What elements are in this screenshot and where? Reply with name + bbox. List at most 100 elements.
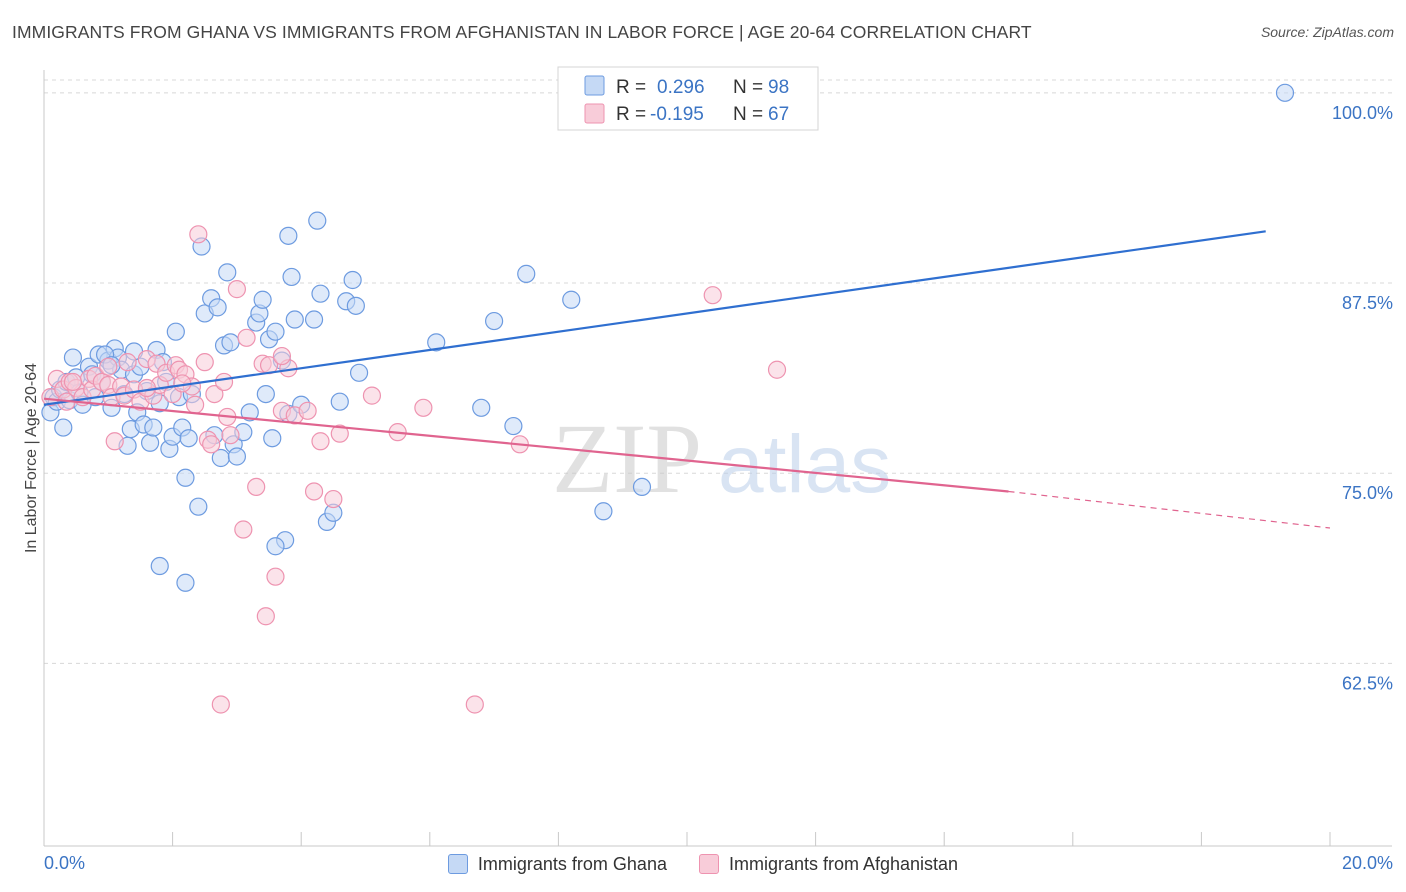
ghana-point xyxy=(279,226,298,245)
legend-label-ghana: Immigrants from Ghana xyxy=(477,853,667,874)
ghana-point xyxy=(266,322,285,341)
afghanistan-point xyxy=(256,607,275,626)
legend: Immigrants from Ghana Immigrants from Af… xyxy=(0,848,1406,880)
afghanistan-point xyxy=(414,398,433,417)
ghana-point xyxy=(63,348,83,367)
ghana-point xyxy=(285,310,304,329)
ghana-point xyxy=(218,263,237,282)
trend-lines xyxy=(43,230,1331,529)
afghanistan-point xyxy=(324,489,343,509)
ghana-point xyxy=(562,290,581,309)
legend-item-afghanistan: Immigrants from Afghanistan xyxy=(698,853,959,875)
stats-ghana-n-label: N = xyxy=(733,77,763,98)
ghana-point xyxy=(227,447,246,466)
ghana-point xyxy=(256,384,275,404)
chart-title: IMMIGRANTS FROM GHANA VS IMMIGRANTS FROM… xyxy=(12,22,1032,42)
stats-afghanistan-n-value: 67 xyxy=(768,104,789,125)
x-tick-label-min: 0.0% xyxy=(44,853,85,873)
stats-ghana-r-value: 0.296 xyxy=(657,77,705,98)
source-credit: Source: ZipAtlas.com xyxy=(1260,24,1394,40)
stats-ghana-n-value: 98 xyxy=(768,77,789,98)
y-tick-label: 62.5% xyxy=(1342,673,1393,693)
watermark-zip: ZIP xyxy=(552,403,702,514)
ghana-point xyxy=(346,296,365,315)
ghana-point xyxy=(221,333,240,352)
afghanistan-point xyxy=(105,432,124,451)
ghana-point xyxy=(144,418,163,437)
afghanistan-point xyxy=(272,346,292,366)
stats-ghana-r-label: R = xyxy=(616,77,646,98)
ghana-point xyxy=(343,270,362,290)
afghanistan-point xyxy=(298,401,317,420)
afghanistan-point xyxy=(205,384,224,404)
afghanistan-point xyxy=(237,328,256,347)
ghana-point xyxy=(54,418,73,437)
ghana-point xyxy=(485,311,504,331)
ghana-point xyxy=(266,537,285,556)
ghana-point xyxy=(263,429,282,448)
afghanistan-point xyxy=(99,357,118,376)
y-tick-label: 100.0% xyxy=(1332,103,1393,123)
afghanistan-point xyxy=(234,520,253,539)
ghana-point xyxy=(308,211,327,230)
ghana-point xyxy=(253,290,272,309)
afghanistan-point xyxy=(330,424,349,443)
legend-swatch-ghana xyxy=(447,854,468,874)
ghana-point xyxy=(504,416,523,436)
ghana-point xyxy=(594,502,613,521)
afghanistan-point xyxy=(186,395,205,414)
afghanistan-point xyxy=(266,567,285,586)
ghana-point xyxy=(304,310,324,329)
afghanistan-point xyxy=(247,477,266,497)
afghanistan-point xyxy=(465,695,484,714)
afghanistan-point xyxy=(195,353,214,372)
x-tick-label-max: 20.0% xyxy=(1342,853,1393,873)
ghana-point xyxy=(240,403,259,422)
afghanistan-trend-line xyxy=(43,397,1009,493)
ghana-point xyxy=(166,322,185,341)
ghana-point xyxy=(517,264,536,283)
legend-swatch-afghanistan xyxy=(698,854,719,874)
ghana-point xyxy=(150,556,169,576)
ghana-point xyxy=(1275,83,1295,102)
ghana-point xyxy=(208,298,227,317)
afghanistan-point xyxy=(211,695,230,714)
stats-afghanistan-r-label: R = xyxy=(616,104,646,125)
y-tick-label: 75.0% xyxy=(1342,483,1393,503)
afghanistan-point xyxy=(214,372,234,392)
ghana-point xyxy=(330,392,349,411)
stats-afghanistan-n-label: N = xyxy=(733,104,763,125)
x-axis-ticks xyxy=(43,832,1331,846)
afghanistan-point xyxy=(202,435,221,454)
ghana-point xyxy=(176,573,195,592)
afghanistan-points xyxy=(41,225,787,714)
ghana-point xyxy=(427,333,446,352)
afghanistan-point xyxy=(227,280,246,299)
stats-swatch-ghana xyxy=(584,75,605,96)
legend-label-afghanistan: Immigrants from Afghanistan xyxy=(728,853,959,874)
afghanistan-point xyxy=(221,426,240,445)
y-axis-label: In Labor Force | Age 20-64 xyxy=(23,363,40,553)
afghanistan-point xyxy=(63,372,83,392)
ghana-point xyxy=(311,284,330,303)
afghanistan-point xyxy=(189,225,208,244)
afghanistan-point xyxy=(362,386,382,405)
ghana-point xyxy=(472,398,491,417)
ghana-point xyxy=(176,468,195,487)
afghanistan-point xyxy=(304,482,324,501)
grid xyxy=(44,79,1392,664)
ghana-points xyxy=(41,83,1295,592)
afghanistan-point xyxy=(703,286,722,305)
ghana-point xyxy=(282,267,301,287)
legend-item-ghana: Immigrants from Ghana xyxy=(447,853,667,875)
afghanistan-point xyxy=(311,432,330,451)
watermark-atlas: atlas xyxy=(718,419,891,510)
ghana-point xyxy=(140,433,160,452)
ghana-trend-line xyxy=(43,230,1266,406)
y-tick-label: 87.5% xyxy=(1342,293,1393,313)
stats-box: R = 0.296 N = 98 R = -0.195 N = 67 xyxy=(557,66,819,131)
afghanistan-point xyxy=(767,360,787,379)
ghana-point xyxy=(632,477,652,497)
stats-swatch-afghanistan xyxy=(584,103,605,124)
